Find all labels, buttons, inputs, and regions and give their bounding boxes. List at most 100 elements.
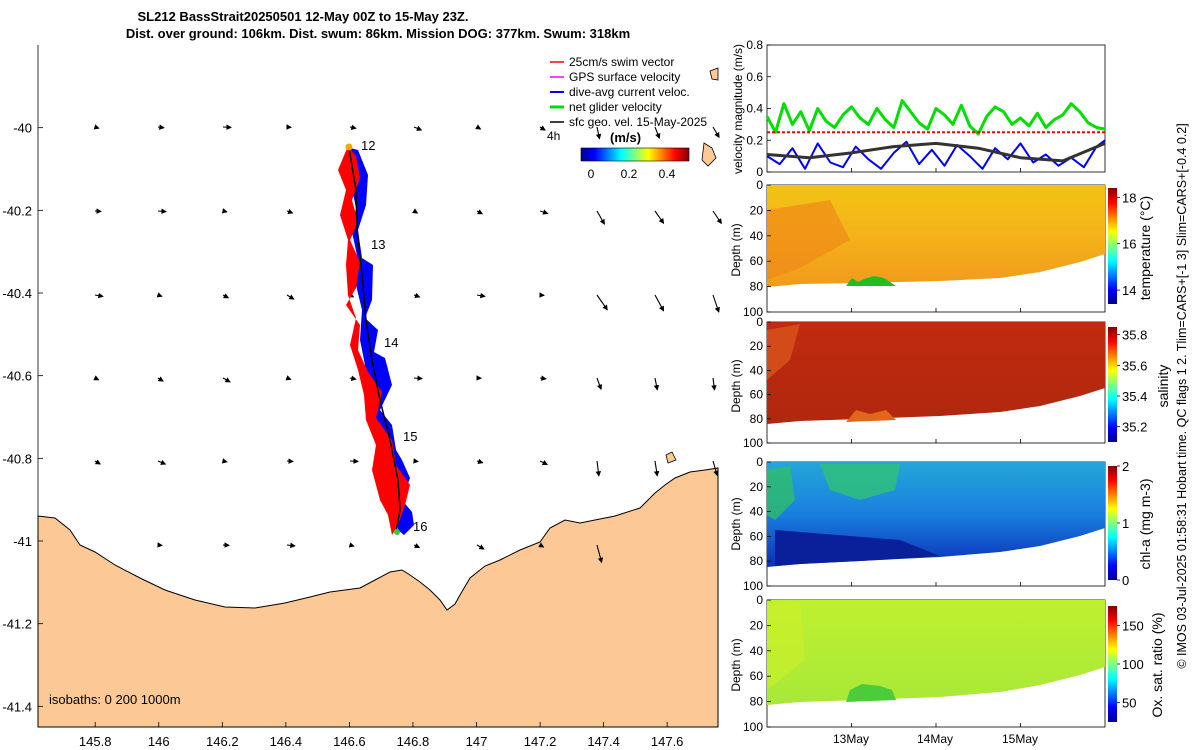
map-y-tick-label: -40.2 (2, 203, 32, 218)
land-tasmania (37, 467, 719, 728)
map-x-tick-label: 145.8 (79, 734, 112, 749)
velocity-lines (765, 99, 1106, 170)
chla-colorbar-tick-label: 0 (1122, 573, 1129, 588)
surface-velocity-arrow (654, 126, 661, 140)
surface-velocity-arrow (413, 125, 423, 131)
temperature-y-label: Depth (m) (729, 223, 743, 276)
surface-velocity-arrow (285, 375, 292, 381)
surface-velocity-arrow (157, 459, 167, 465)
surface-velocity-arrow (413, 543, 421, 549)
map-x-tick-label: 147.2 (524, 734, 557, 749)
depth-tick-label: 80 (750, 695, 764, 709)
depth-tick-label: 60 (750, 254, 764, 268)
surface-velocity-arrow (712, 294, 720, 313)
chla-colorbar-label: chl-a (mg m-3) (1137, 478, 1153, 569)
depth-tick-label: 60 (750, 529, 764, 543)
oxygen-panel: Ox. sat. ratio (%) Depth (m) (729, 599, 1165, 728)
depth-tick-label: 60 (750, 388, 764, 402)
surface-velocity-arrow (94, 292, 104, 299)
surface-velocity-arrow (157, 376, 164, 382)
surface-velocity-arrow (349, 375, 357, 381)
time-tick-14may: 14May (917, 732, 953, 746)
surface-velocity-arrow (596, 377, 603, 391)
depth-tick-label: 0 (756, 593, 763, 607)
colorbar-tick-0: 0 (588, 167, 595, 181)
surface-velocity-arrow (349, 124, 357, 130)
surface-velocity-arrow (711, 377, 717, 391)
temperature-colorbar-label: temperature (°C) (1137, 196, 1153, 300)
surface-velocity-arrow (539, 375, 547, 381)
map-x-tick-label: 146.6 (333, 734, 366, 749)
map-y-tick-label: -41.2 (2, 617, 32, 632)
salinity-colorbar-tick-label: 35.2 (1122, 420, 1147, 435)
oxygen-colorbar-tick-label: 150 (1122, 618, 1144, 633)
surface-velocity-arrow (539, 209, 549, 215)
surface-velocity-arrow (595, 126, 602, 140)
chla-colorbar (1108, 466, 1117, 580)
oxygen-colorbar-tick-label: 50 (1122, 696, 1136, 711)
temperature-colorbar (1108, 188, 1117, 304)
surface-velocity-arrow (286, 542, 296, 549)
surface-velocity-arrow (413, 458, 419, 464)
surface-velocity-arrow (654, 210, 665, 225)
copyright-and-qc-label: © IMOS 03-Jul-2025 01:58:31 Hobart time.… (1175, 123, 1189, 668)
map-axes: 145.8 146 146.2 146.4 146.6 146.8 147 147.2 147.… (2, 121, 683, 749)
depth-tick-label: 40 (750, 363, 764, 377)
map-x-tick-label: 146.4 (270, 734, 303, 749)
velocity-y-tick-label: 0.8 (746, 38, 763, 52)
velocity-y-ticks: 0 0.2 0.4 0.6 0.8 (746, 38, 1021, 179)
day-label-12: 12 (361, 138, 375, 153)
swim-vector-band (338, 146, 410, 535)
velocity-y-label: velocity magnitude (m/s) (731, 44, 745, 174)
oxygen-deep-patch (846, 684, 896, 702)
map-y-tick-label: -41.4 (2, 699, 32, 714)
day-label-14: 14 (384, 335, 398, 350)
depth-tick-label: 40 (750, 229, 764, 243)
salinity-colorbar-tick-label: 35.6 (1122, 358, 1147, 373)
depth-tick-label: 100 (743, 305, 763, 319)
surface-velocity-arrow (653, 377, 660, 391)
day-label-15: 15 (403, 429, 417, 444)
depth-tick-label: 20 (750, 480, 764, 494)
chla-colorbar-tick-label: 2 (1122, 459, 1129, 474)
surface-velocity-arrow (157, 208, 167, 214)
legend-label-dive: dive-avg current veloc. (569, 85, 690, 99)
depth-tick-label: 40 (750, 644, 764, 658)
oxygen-section (767, 600, 1105, 705)
surface-velocity-arrow (156, 292, 163, 298)
salinity-y-label: Depth (m) (729, 359, 743, 412)
depth-tick-label: 0 (756, 178, 763, 192)
salinity-bottom-patch (846, 410, 896, 422)
chla-surface-bloom (767, 466, 795, 520)
surface-velocity-arrow (712, 460, 719, 477)
surface-velocity-arrow (596, 210, 605, 225)
map-y-tick-label: -41 (13, 534, 32, 549)
land-island-north (709, 67, 719, 81)
oxygen-y-label: Depth (m) (729, 638, 743, 691)
depth-tick-label: 100 (743, 436, 763, 450)
salinity-section (767, 322, 1105, 424)
depth-tick-label: 80 (750, 412, 764, 426)
map-y-tick-label: -40.8 (2, 451, 32, 466)
velocity-y-tick-label: 0.4 (746, 102, 763, 116)
figure-title-line1: SL212 BassStrait20250501 12-May 00Z to 1… (138, 9, 469, 24)
salinity-colorbar-label: salinity (1155, 365, 1171, 408)
surface-velocity-arrow (653, 460, 660, 477)
land-island-small (665, 451, 677, 464)
depth-tick-label: 20 (750, 618, 764, 632)
surface-velocity-arrow (221, 208, 228, 214)
surface-velocity-arrow (476, 544, 485, 550)
map-x-tick-label: 147.6 (651, 734, 684, 749)
day-label-13: 13 (371, 237, 385, 252)
surface-velocity-arrow (94, 459, 101, 465)
surface-velocity-arrow (596, 544, 604, 564)
velocity-y-tick-label: 0.2 (746, 133, 763, 147)
isobaths-label: isobaths: 0 200 1000m (49, 692, 181, 707)
surface-velocity-arrow (157, 124, 165, 130)
land-island-east (701, 142, 717, 167)
depth-tick-label: 80 (750, 554, 764, 568)
map-y-tick-label: -40.4 (2, 286, 32, 301)
surface-velocity-arrow (93, 124, 100, 130)
depth-tick-label: 0 (756, 315, 763, 329)
colorbar-unit-label: (m/s) (610, 130, 641, 145)
